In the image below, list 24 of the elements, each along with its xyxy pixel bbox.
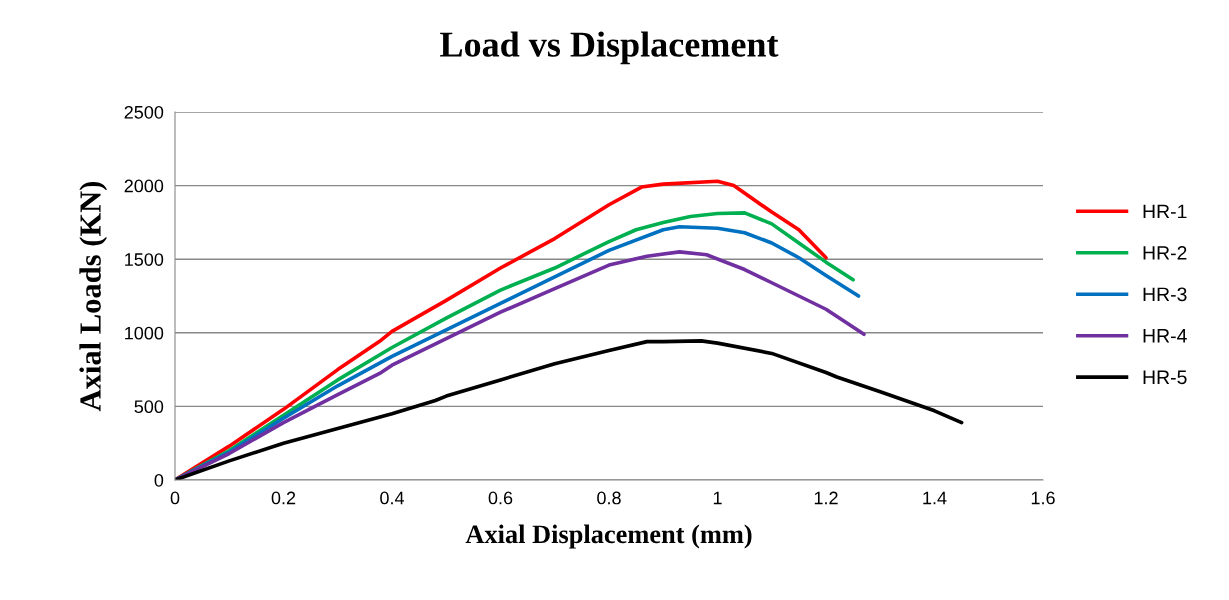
y-tick-label: 2500 [124,105,164,119]
legend-label: HR-4 [1143,329,1187,343]
legend-label: HR-3 [1143,287,1187,302]
x-tick-label: 0.4 [380,491,405,505]
x-tick-label: 0.8 [597,491,621,505]
y-tick-label: 500 [134,400,164,414]
x-tick-label: 0 [170,491,180,505]
x-tick-label: 1.6 [1031,491,1055,505]
y-tick-label: 0 [154,473,164,487]
legend-label: HR-2 [1143,245,1187,260]
x-axis-title: Axial Displacement (mm) [465,524,752,549]
legend-label: HR-5 [1143,370,1187,385]
x-tick-label: 1.4 [923,491,947,505]
x-tick-label: 0.6 [488,491,513,505]
chart-title: Load vs Displacement [440,31,779,65]
y-tick-label: 1000 [125,326,164,340]
y-axis-title: Axial Loads (KN) [79,181,108,412]
y-tick-label: 1500 [125,253,164,266]
x-tick-label: 1 [713,491,722,505]
x-tick-label: 0.2 [271,491,296,505]
x-tick-label: 1.2 [814,491,838,505]
y-tick-label: 2000 [124,179,164,193]
legend-label: HR-1 [1143,204,1187,219]
line-series [175,339,964,480]
